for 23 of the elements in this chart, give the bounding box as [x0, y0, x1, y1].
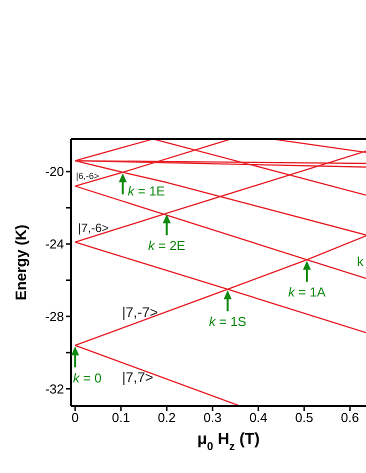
y-tick-label: -20: [45, 164, 64, 180]
annotation: |7,7>: [122, 369, 154, 385]
annotation: k = 2E: [148, 238, 186, 254]
annotation: k = 1S: [209, 314, 247, 330]
y-tick-label: -24: [45, 236, 64, 252]
y-tick-label: -32: [45, 381, 64, 396]
x-tick-label: 0.5: [295, 410, 314, 426]
x-tick-label: 0.2: [158, 410, 176, 426]
annotation: k = 0: [73, 370, 102, 386]
annotation: |6,-6>: [76, 171, 100, 181]
annotation: k = 1E: [128, 183, 166, 198]
x-tick-label: 0.6: [340, 410, 360, 426]
annotation: k: [357, 254, 364, 269]
y-tick-label: -28: [45, 309, 64, 324]
x-tick-label: 0.1: [112, 410, 130, 426]
y-axis-title: Energy (K): [13, 224, 30, 300]
annotation: |7,-7>: [122, 304, 158, 320]
x-tick-label: 0.4: [249, 410, 268, 426]
x-axis-title: μ$_{0}$H$_{z}$ (T): [197, 431, 260, 453]
x-tick-label: 0: [72, 410, 79, 426]
annotation: |7,-6>: [78, 221, 109, 235]
x-tick-label: 0.3: [204, 410, 222, 426]
annotation: k = 1A: [288, 284, 326, 300]
